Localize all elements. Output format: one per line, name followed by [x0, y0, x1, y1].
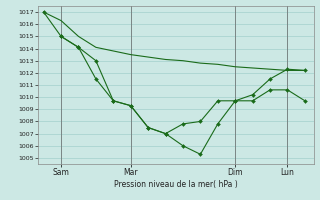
- X-axis label: Pression niveau de la mer( hPa ): Pression niveau de la mer( hPa ): [114, 180, 238, 189]
